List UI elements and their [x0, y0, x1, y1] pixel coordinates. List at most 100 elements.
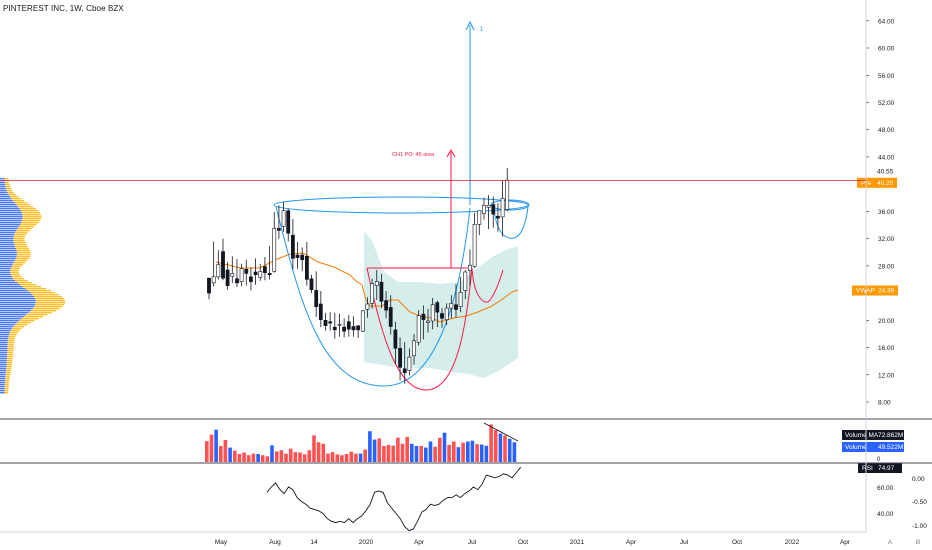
volume-bar: [265, 456, 270, 462]
volume-bar: [349, 451, 354, 462]
candle-body: [463, 271, 468, 291]
volume-axis-zero: 0: [877, 457, 881, 463]
profile-down-bar: [10, 330, 20, 332]
profile-up-bar: [0, 334, 10, 336]
profile-down-bar: [35, 300, 66, 302]
measure-arrow-head: [465, 20, 475, 31]
profile-down-bar: [13, 326, 24, 328]
candle-body: [244, 268, 249, 274]
candle-body: [351, 326, 356, 331]
price-tick-label: 28.00: [878, 263, 895, 270]
profile-down-bar: [11, 276, 22, 278]
profile-up-bar: [0, 348, 8, 350]
profile-down-bar: [19, 208, 36, 210]
volume-bar: [256, 454, 260, 462]
profile-up-bar: [0, 194, 9, 196]
profile-up-bar: [0, 388, 5, 390]
candle-body: [500, 198, 505, 218]
rsi-right-tick: -0.50: [912, 499, 927, 506]
profile-down-bar: [28, 290, 52, 292]
rsi-badge: [858, 463, 902, 473]
profile-up-bar: [0, 390, 5, 392]
profile-up-bar: [0, 278, 14, 280]
target-arrow-head: [446, 148, 456, 158]
cup-red-curve: [366, 267, 473, 391]
profile-down-bar: [4, 392, 9, 394]
profile-up-bar: [0, 364, 7, 366]
profile-up-bar: [0, 354, 8, 356]
candle-body: [323, 319, 328, 326]
profile-down-bar: [11, 198, 22, 200]
profile-down-bar: [17, 282, 32, 284]
candle-body: [318, 303, 323, 320]
time-tick-label: 2021: [570, 539, 585, 546]
axis-log-toggle: B: [916, 539, 920, 546]
volume-legend-label: Volume MA: [845, 432, 879, 439]
volume-bar: [484, 445, 489, 462]
profile-up-bar: [0, 370, 6, 372]
vwap-label: VWAP: [856, 288, 875, 295]
volume-bar: [242, 452, 246, 462]
candle-body: [402, 368, 407, 374]
volume-bar: [321, 443, 326, 462]
profile-down-bar: [6, 364, 12, 366]
profile-up-bar: [0, 304, 36, 306]
rsi-tick: 40.00: [877, 511, 894, 518]
profile-down-bar: [16, 254, 31, 256]
volume-bar: [438, 437, 442, 462]
time-tick-label: Oct: [732, 539, 742, 546]
rsi-value: 74.97: [878, 465, 895, 472]
profile-down-bar: [10, 268, 20, 270]
candle-body: [430, 304, 435, 322]
candle-body: [435, 302, 440, 313]
profile-down-bar: [7, 340, 15, 342]
volume-profile: [0, 178, 66, 394]
candle-body: [286, 210, 291, 234]
profile-down-bar: [22, 216, 42, 218]
profile-up-bar: [0, 342, 8, 344]
profile-down-bar: [25, 288, 47, 290]
profile-down-bar: [34, 306, 62, 308]
profile-up-bar: [0, 302, 36, 304]
volume-bar: [442, 432, 447, 462]
volume-bar: [410, 443, 414, 462]
profile-up-bar: [0, 270, 11, 272]
profile-up-bar: [0, 328, 12, 330]
time-tick-label: Jul: [468, 539, 477, 546]
profile-down-bar: [16, 248, 30, 250]
price-tick-label: 8.00: [878, 400, 891, 407]
price-tick-label: 64.00: [878, 18, 895, 25]
price-axis[interactable]: 64.0060.0056.0052.0048.0044.0040.0036.00…: [852, 18, 898, 407]
profile-up-bar: [0, 196, 11, 198]
price-tick-label: 44.00: [878, 154, 895, 161]
profile-down-bar: [26, 314, 48, 316]
profile-down-bar: [15, 258, 29, 260]
time-axis[interactable]: May Aug 14 2020 Apr Jul Oct 2021 Apr Jul Oct 2022 Ap…: [215, 539, 920, 546]
profile-up-bar: [0, 292, 31, 294]
profile-up-bar: [0, 286, 23, 288]
profile-up-bar: [0, 296, 35, 298]
profile-up-bar: [0, 252, 17, 254]
volume-bar: [326, 453, 330, 462]
profile-up-bar: [0, 324, 15, 326]
volume-bar: [340, 455, 344, 462]
candle-body: [398, 347, 403, 368]
profile-up-bar: [0, 384, 5, 386]
profile-up-bar: [0, 344, 8, 346]
rsi-right-tick: 0.00: [912, 476, 925, 483]
volume-bar: [391, 445, 395, 462]
candle-body: [370, 283, 375, 304]
profile-down-bar: [8, 338, 15, 340]
candle-body: [360, 310, 365, 332]
profile-up-bar: [0, 232, 16, 234]
profile-down-bar: [8, 336, 16, 338]
candle-body: [230, 273, 235, 277]
candle-body: [207, 277, 211, 294]
profile-down-bar: [6, 368, 12, 370]
last-price-label: 40.55: [877, 168, 894, 175]
candle-body: [486, 205, 491, 208]
profile-down-bar: [13, 238, 25, 240]
candle-body: [211, 276, 216, 284]
